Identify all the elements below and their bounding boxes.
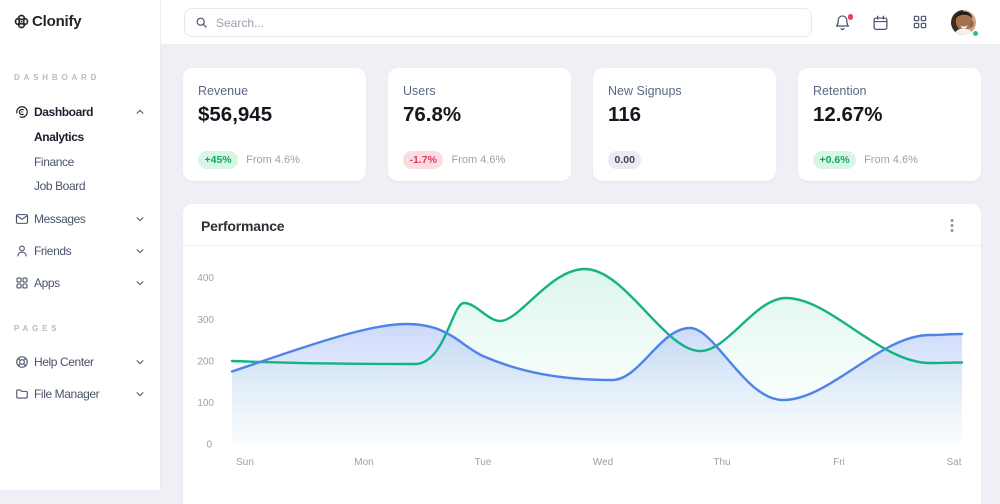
svg-text:Tue: Tue [475, 457, 492, 468]
svg-text:0: 0 [206, 440, 212, 451]
svg-text:300: 300 [197, 315, 214, 326]
svg-text:400: 400 [197, 273, 214, 284]
svg-text:Sun: Sun [236, 457, 254, 468]
svg-text:Mon: Mon [354, 457, 373, 468]
svg-text:Sat: Sat [946, 457, 961, 468]
svg-text:Wed: Wed [593, 457, 613, 468]
svg-text:200: 200 [197, 357, 214, 368]
svg-text:Thu: Thu [713, 457, 730, 468]
svg-text:Fri: Fri [833, 457, 845, 468]
svg-text:100: 100 [197, 398, 214, 409]
